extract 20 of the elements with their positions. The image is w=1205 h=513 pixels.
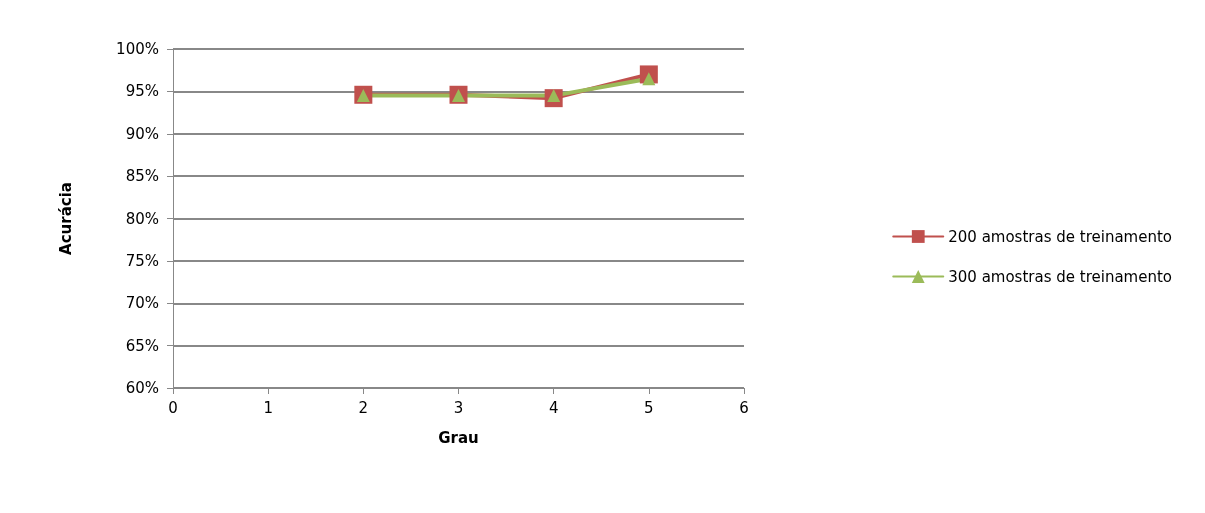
x-tick-label: 0	[168, 398, 178, 417]
y-tick-label: 65%	[125, 336, 159, 355]
legend-label: 300 amostras de treinamento	[948, 267, 1173, 286]
x-tick-label: 3	[453, 398, 464, 417]
legend-label: 200 amostras de treinamento	[948, 227, 1173, 246]
y-tick-label: 80%	[125, 209, 159, 228]
y-tick-label: 95%	[125, 82, 159, 101]
y-tick-label: 70%	[125, 294, 159, 313]
x-tick-label: 1	[263, 398, 273, 417]
x-tick-label: 2	[358, 398, 369, 417]
x-axis-title: Grau	[438, 428, 479, 447]
x-tick-label: 4	[548, 398, 559, 417]
y-axis-title: Acurácia	[56, 182, 75, 255]
x-tick-label: 5	[644, 398, 654, 417]
y-tick-label: 75%	[125, 251, 159, 270]
y-tick-label: 100%	[116, 40, 159, 58]
y-tick-label: 85%	[125, 167, 159, 186]
x-tick-label: 6	[739, 398, 749, 417]
y-tick-label: 90%	[125, 124, 159, 143]
y-tick-label: 60%	[125, 379, 159, 397]
